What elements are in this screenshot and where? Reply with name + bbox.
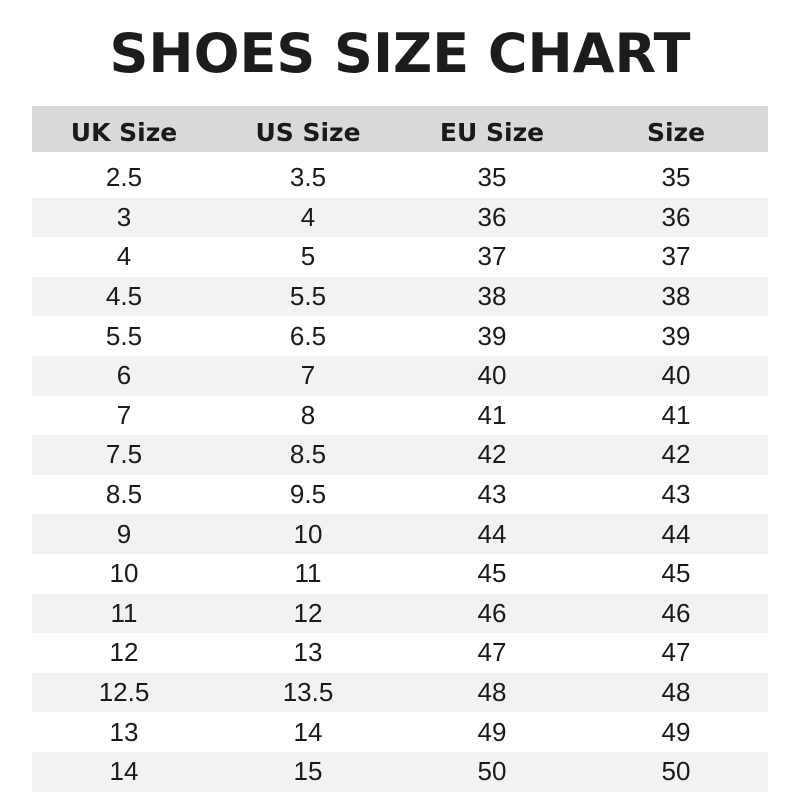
cell-eu-size: 45	[477, 558, 507, 589]
cell-us-size: 3.5	[289, 162, 327, 193]
table-row: 2.5 3.5 35 35	[32, 158, 768, 198]
cell-us-size: 4	[300, 201, 316, 232]
cell-size: 35	[661, 162, 691, 193]
table-row: 3 4 36 36	[32, 197, 768, 238]
cell-size: 39	[661, 320, 691, 351]
cell-eu-size: 38	[477, 281, 507, 312]
cell-size: 46	[661, 597, 691, 628]
cell-us-size: 7	[300, 360, 316, 391]
header-size: Size	[646, 117, 706, 147]
cell-uk-size: 2.5	[105, 162, 143, 193]
cell-uk-size: 7.5	[105, 439, 143, 470]
cell-eu-size: 36	[477, 201, 507, 232]
cell-uk-size: 12	[109, 637, 139, 668]
table-row: 11 12 46 46	[32, 593, 768, 634]
cell-uk-size: 8.5	[105, 479, 143, 510]
cell-uk-size: 9	[116, 518, 132, 549]
cell-size: 37	[661, 241, 691, 272]
cell-us-size: 8.5	[289, 439, 327, 470]
cell-us-size: 12	[293, 597, 323, 628]
cell-eu-size: 47	[477, 637, 507, 668]
cell-eu-size: 40	[477, 360, 507, 391]
cell-uk-size: 4.5	[105, 281, 143, 312]
cell-eu-size: 42	[477, 439, 507, 470]
cell-eu-size: 46	[477, 597, 507, 628]
cell-uk-size: 3	[116, 201, 132, 232]
cell-uk-size: 4	[116, 241, 132, 272]
cell-eu-size: 39	[477, 320, 507, 351]
cell-uk-size: 10	[109, 558, 139, 589]
table-row: 5.5 6.5 39 39	[32, 316, 768, 356]
cell-size: 43	[661, 479, 691, 510]
table-row: 13 14 49 49	[32, 712, 768, 752]
cell-us-size: 5	[300, 241, 316, 272]
cell-size: 48	[661, 677, 691, 708]
cell-uk-size: 6	[116, 360, 132, 391]
cell-uk-size: 14	[109, 756, 139, 787]
table-row: 4 5 37 37	[32, 237, 768, 277]
cell-us-size: 13.5	[282, 677, 334, 708]
table-row: 10 11 45 45	[32, 553, 768, 594]
cell-size: 36	[661, 201, 691, 232]
cell-size: 45	[661, 558, 691, 589]
cell-size: 47	[661, 637, 691, 668]
cell-eu-size: 43	[477, 479, 507, 510]
cell-size: 49	[661, 716, 691, 747]
table-row: 9 10 44 44	[32, 514, 768, 554]
cell-uk-size: 5.5	[105, 320, 143, 351]
cell-uk-size: 13	[109, 716, 139, 747]
cell-eu-size: 41	[477, 399, 507, 430]
cell-us-size: 15	[293, 756, 323, 787]
cell-size: 44	[661, 518, 691, 549]
header-uk-size: UK Size	[70, 117, 178, 147]
cell-eu-size: 49	[477, 716, 507, 747]
cell-uk-size: 11	[110, 597, 138, 628]
table-row: 7.5 8.5 42 42	[32, 435, 768, 475]
cell-size: 50	[661, 756, 691, 787]
cell-eu-size: 37	[477, 241, 507, 272]
cell-uk-size: 12.5	[98, 677, 150, 708]
cell-eu-size: 44	[477, 518, 507, 549]
cell-us-size: 11	[294, 558, 322, 589]
cell-uk-size: 7	[116, 399, 132, 430]
cell-eu-size: 35	[477, 162, 507, 193]
table-row: 14 15 50 50	[32, 751, 768, 792]
cell-eu-size: 50	[477, 756, 507, 787]
cell-us-size: 14	[293, 716, 323, 747]
cell-size: 38	[661, 281, 691, 312]
table-row: 4.5 5.5 38 38	[32, 276, 768, 317]
cell-us-size: 8	[300, 399, 316, 430]
cell-us-size: 10	[293, 518, 323, 549]
table-header: UK Size US Size EU Size Size	[32, 106, 768, 152]
cell-size: 42	[661, 439, 691, 470]
size-table: UK Size US Size EU Size Size 2.5 3.5 35 35 3…	[32, 106, 768, 792]
table-row: 12.5 13.5 48 48	[32, 672, 768, 713]
header-us-size: US Size	[255, 117, 361, 147]
cell-eu-size: 48	[477, 677, 507, 708]
table-row: 12 13 47 47	[32, 633, 768, 673]
table-row: 7 8 41 41	[32, 395, 768, 436]
page-title: SHOES SIZE CHART	[109, 22, 691, 85]
cell-size: 41	[661, 399, 691, 430]
table-row: 6 7 40 40	[32, 355, 768, 396]
header-eu-size: EU Size	[439, 117, 545, 147]
cell-us-size: 6.5	[289, 320, 327, 351]
cell-us-size: 5.5	[289, 281, 327, 312]
cell-size: 40	[661, 360, 691, 391]
cell-us-size: 13	[293, 637, 323, 668]
table-row: 8.5 9.5 43 43	[32, 474, 768, 515]
cell-us-size: 9.5	[289, 479, 327, 510]
table-body: 2.5 3.5 35 35 3 4 36 36 4 5 37 37 4.5 5.5 38 38 5.5 6.5 39…	[32, 158, 768, 792]
